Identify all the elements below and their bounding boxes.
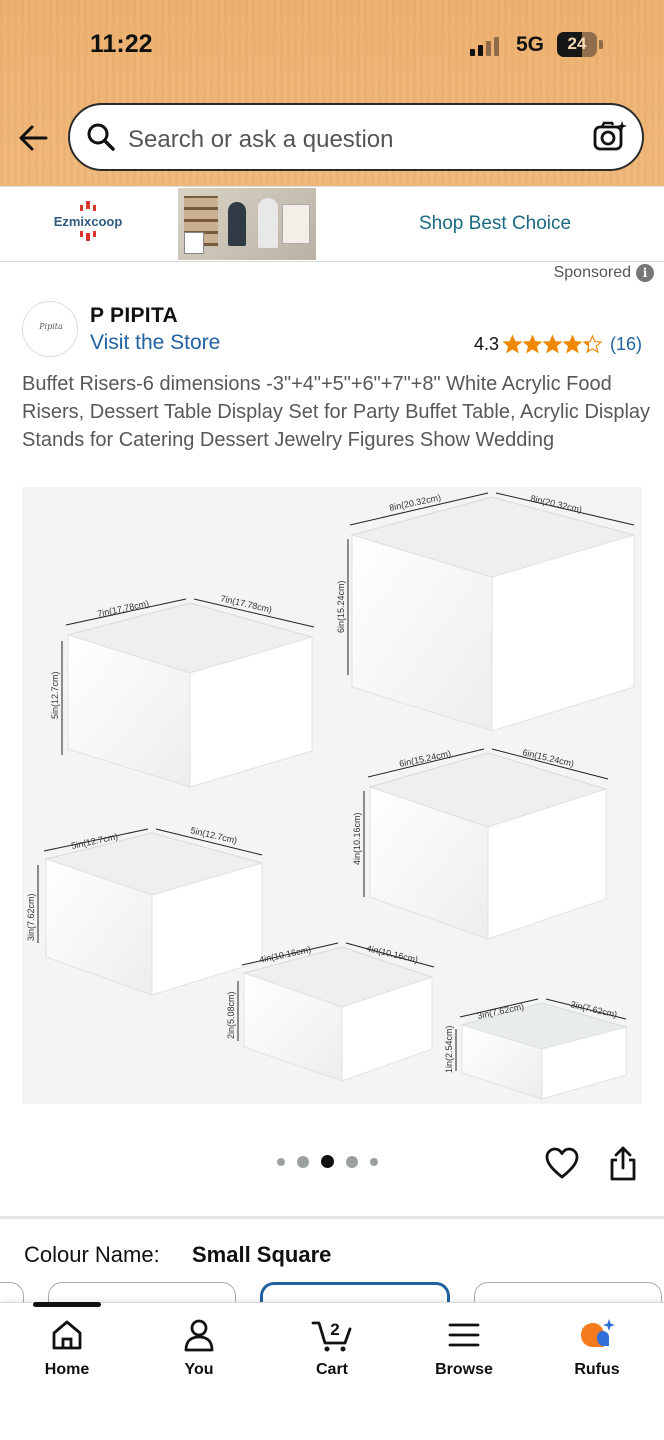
visit-store-link[interactable]: Visit the Store bbox=[90, 331, 221, 354]
battery-level: 24 bbox=[567, 34, 587, 53]
rating-value: 4.3 bbox=[473, 334, 499, 354]
person-icon bbox=[184, 1319, 214, 1352]
carousel-dot[interactable] bbox=[346, 1155, 358, 1168]
camera-search-icon[interactable] bbox=[592, 119, 628, 155]
review-count[interactable]: (16) bbox=[609, 334, 642, 354]
product-title: Buffet Risers-6 dimensions -3"+4"+5"+6"+… bbox=[22, 373, 651, 451]
variation-value: Small Square bbox=[192, 1242, 332, 1267]
app-header bbox=[0, 0, 664, 186]
status-time: 11:22 bbox=[90, 30, 153, 58]
variation-label: Colour Name: bbox=[24, 1242, 160, 1267]
product-image[interactable]: 8in(20.32cm) 8in(20.32cm) 6in(15.24cm) 7… bbox=[22, 487, 642, 1104]
dim-label: 4in(10.16cm) bbox=[352, 812, 362, 865]
riser-box-8in: 8in(20.32cm) 8in(20.32cm) 6in(15.24cm) bbox=[336, 492, 636, 732]
active-tab-indicator bbox=[33, 1302, 101, 1307]
nav-rufus[interactable]: Rufus bbox=[542, 1317, 652, 1379]
carousel-dot[interactable] bbox=[297, 1155, 309, 1168]
nav-cart[interactable]: 2 Cart bbox=[277, 1317, 387, 1379]
riser-box-3in: 3in(7.62cm) 3in(7.62cm) 1in(2.54cm) bbox=[444, 998, 628, 1100]
nav-browse[interactable]: Browse bbox=[409, 1317, 519, 1379]
battery-tip bbox=[599, 40, 603, 49]
sponsored-label[interactable]: Sponsored i bbox=[554, 264, 654, 282]
ad-cta-link[interactable]: Shop Best Choice bbox=[419, 213, 572, 234]
star-icon bbox=[542, 335, 562, 354]
brand-name: Ezmixcoop bbox=[53, 214, 123, 229]
star-icon bbox=[502, 335, 522, 354]
rating-summary[interactable]: 4.3 (16) bbox=[474, 334, 642, 355]
nav-label: Rufus bbox=[574, 1361, 620, 1378]
nav-you[interactable]: You bbox=[144, 1317, 254, 1379]
store-avatar[interactable]: Pipita bbox=[22, 301, 78, 357]
nav-label: Cart bbox=[315, 1361, 348, 1378]
dim-label: 5in(12.7cm) bbox=[50, 671, 60, 719]
nav-label: Home bbox=[44, 1361, 90, 1378]
home-icon bbox=[52, 1320, 82, 1350]
battery-icon: 24 bbox=[557, 32, 597, 57]
network-type: 5G bbox=[516, 33, 545, 56]
carousel-dot[interactable] bbox=[370, 1157, 378, 1166]
brand-logo: Ezmixcoop bbox=[52, 199, 124, 249]
cart-icon: 2 bbox=[311, 1320, 352, 1352]
store-name: P PIPITA bbox=[90, 304, 178, 327]
search-icon bbox=[87, 123, 115, 151]
back-arrow-icon bbox=[19, 125, 48, 151]
bottom-nav: Home You 2 Cart Browse Rufus bbox=[0, 1302, 664, 1440]
star-icon bbox=[582, 335, 602, 354]
rufus-icon bbox=[581, 1319, 615, 1347]
dim-label: 6in(15.24cm) bbox=[336, 580, 346, 633]
search-input[interactable]: Search or ask a question bbox=[128, 126, 394, 153]
store-avatar-text: Pipita bbox=[39, 322, 63, 331]
info-icon[interactable]: i bbox=[636, 264, 654, 282]
dim-label: 2in(5.08cm) bbox=[226, 991, 236, 1039]
carousel-dot[interactable] bbox=[277, 1157, 285, 1166]
riser-box-7in: 7in(17.78cm) 7in(17.78cm) 5in(12.7cm) bbox=[50, 593, 315, 788]
acrylic-risers-illustration: 8in(20.32cm) 8in(20.32cm) 6in(15.24cm) 7… bbox=[26, 492, 636, 1100]
star-rating bbox=[502, 335, 602, 354]
heart-icon[interactable] bbox=[544, 1145, 580, 1181]
riser-box-6in: 6in(15.24cm) 6in(15.24cm) 4in(10.16cm) bbox=[352, 747, 609, 940]
dim-label: 1in(2.54cm) bbox=[444, 1025, 454, 1073]
star-icon bbox=[562, 335, 582, 354]
sponsored-text: Sponsored bbox=[553, 264, 631, 281]
brand-mark-icon bbox=[80, 201, 96, 241]
ad-image bbox=[178, 188, 316, 260]
dim-label: 3in(7.62cm) bbox=[26, 893, 36, 941]
star-icon bbox=[522, 335, 542, 354]
section-divider bbox=[0, 1216, 664, 1219]
share-icon[interactable] bbox=[607, 1146, 639, 1182]
search-bar[interactable]: Search or ask a question bbox=[68, 103, 644, 171]
back-button[interactable] bbox=[16, 120, 52, 156]
ad-banner[interactable]: Ezmixcoop Shop Best Choice bbox=[0, 186, 664, 262]
dim-label: 5in(12.7cm) bbox=[190, 825, 239, 845]
carousel-indicator[interactable] bbox=[277, 1155, 378, 1168]
signal-icon bbox=[470, 36, 506, 56]
nav-label: Browse bbox=[435, 1361, 493, 1378]
carousel-dot-active[interactable] bbox=[321, 1155, 334, 1168]
nav-home[interactable]: Home bbox=[12, 1317, 122, 1379]
riser-box-5in: 5in(12.7cm) 5in(12.7cm) 3in(7.62cm) bbox=[26, 825, 264, 996]
nav-label: You bbox=[184, 1361, 214, 1378]
riser-box-4in: 4in(10.16cm) 4in(10.16cm) 2in(5.08cm) bbox=[226, 942, 435, 1082]
cart-badge: 2 bbox=[330, 1320, 339, 1339]
menu-icon bbox=[448, 1323, 480, 1347]
